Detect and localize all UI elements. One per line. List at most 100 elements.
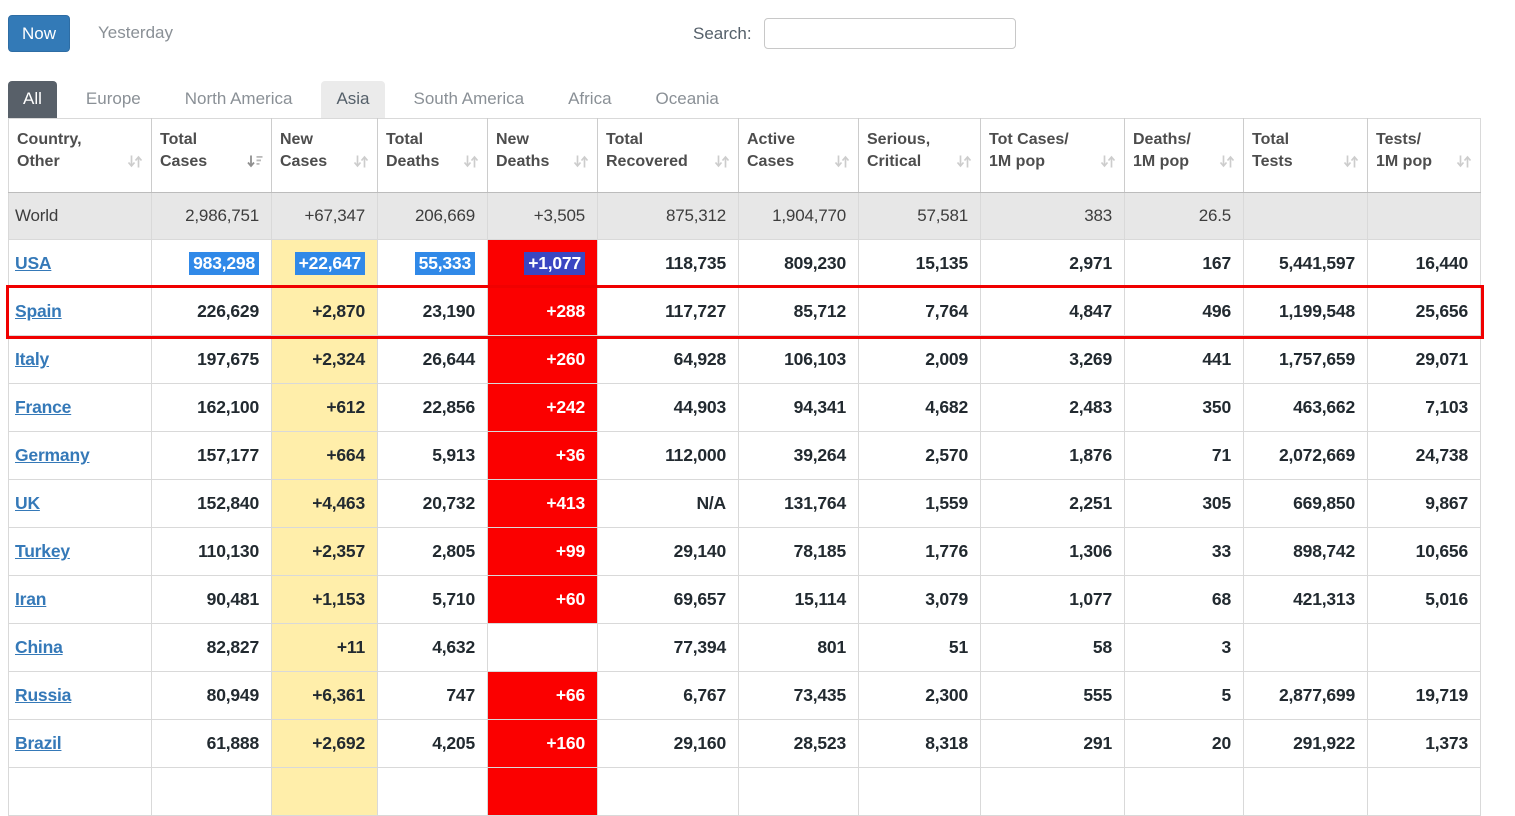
tab-oceania[interactable]: Oceania xyxy=(655,89,719,108)
cell-value: 110,130 xyxy=(198,541,259,561)
cell-value: 22,856 xyxy=(422,397,476,417)
column-header-new_cases[interactable]: New Cases xyxy=(271,118,378,193)
column-header-tests_1m[interactable]: Tests/1M pop xyxy=(1367,118,1481,193)
cell-deaths_1m: 33 xyxy=(1124,527,1244,576)
now-button[interactable]: Now xyxy=(8,15,70,52)
country-link-spain[interactable]: Spain xyxy=(15,301,62,321)
cell-value: 383 xyxy=(1084,206,1112,225)
cell-total_recovered: 29,140 xyxy=(597,527,739,576)
cell-value: +60 xyxy=(555,589,585,609)
cell-value: 2,483 xyxy=(1069,397,1112,417)
country-link-france[interactable]: France xyxy=(15,397,72,417)
cell-country: Spain xyxy=(8,287,152,336)
table-row-turkey: Turkey 110,130 +2,357 2,805 +99 29,140 78,185 1… xyxy=(8,527,1481,576)
cell-value: 2,009 xyxy=(925,349,968,369)
cell-value: 5 xyxy=(1221,685,1231,705)
country-link-italy[interactable]: Italy xyxy=(15,349,50,369)
column-header-cases_1m[interactable]: Tot Cases/1M pop xyxy=(980,118,1125,193)
cell-value: 78,185 xyxy=(793,541,847,561)
cell-value: 2,300 xyxy=(925,685,968,705)
cell-value: 2,570 xyxy=(925,445,968,465)
cell-total_cases: 162,100 xyxy=(151,383,272,432)
cell-total_cases: 80,949 xyxy=(151,671,272,720)
cell-total_cases: 152,840 xyxy=(151,479,272,528)
cell-value: 291,922 xyxy=(1293,733,1355,753)
cell-active_cases: 15,114 xyxy=(738,575,859,624)
tab-africa[interactable]: Africa xyxy=(568,89,612,108)
tab-all[interactable]: All xyxy=(8,81,57,118)
column-header-total_deaths[interactable]: Total Deaths xyxy=(377,118,488,193)
cell-value: 28,523 xyxy=(793,733,847,753)
country-link-usa[interactable]: USA xyxy=(15,253,52,273)
country-link-germany[interactable]: Germany xyxy=(15,445,90,465)
cell-deaths_1m: 305 xyxy=(1124,479,1244,528)
cell-value: 669,850 xyxy=(1293,493,1355,513)
column-label: Critical xyxy=(867,152,922,170)
country-link-russia[interactable]: Russia xyxy=(15,685,72,705)
column-header-serious_critical[interactable]: Serious, Critical xyxy=(858,118,981,193)
column-header-active_cases[interactable]: Active Cases xyxy=(738,118,859,193)
cell-new_cases: +67,347 xyxy=(271,192,378,240)
column-header-total_tests[interactable]: Total Tests xyxy=(1243,118,1368,193)
cell-total_tests xyxy=(1243,192,1368,240)
column-header-new_deaths[interactable]: New Deaths xyxy=(487,118,598,193)
column-header-total_recovered[interactable]: Total Recovered xyxy=(597,118,739,193)
cell-total_tests: 463,662 xyxy=(1243,383,1368,432)
cell-value: 20,732 xyxy=(422,493,476,513)
tab-asia[interactable]: Asia xyxy=(321,81,385,118)
cell-value: +4,463 xyxy=(312,493,365,513)
cell-value: 291 xyxy=(1083,733,1112,753)
cell-tests_1m: 25,656 xyxy=(1367,287,1481,336)
column-header-country[interactable]: Country, Other xyxy=(8,118,152,193)
column-label: Total xyxy=(160,131,198,148)
cell-value: 875,312 xyxy=(665,206,726,225)
sort-icon xyxy=(1456,155,1472,168)
cell-new_cases: +11 xyxy=(271,623,378,672)
tab-europe[interactable]: Europe xyxy=(85,89,141,108)
cell-total_deaths: 20,732 xyxy=(377,479,488,528)
country-link-china[interactable]: China xyxy=(15,637,63,657)
cell-new_cases: +1,153 xyxy=(271,575,378,624)
cell-value: 106,103 xyxy=(784,349,846,369)
country-link-iran[interactable]: Iran xyxy=(15,589,47,609)
table-row-france: France 162,100 +612 22,856 +242 44,903 94,341 4… xyxy=(8,383,1481,432)
cell-total_cases: 90,481 xyxy=(151,575,272,624)
country-link-brazil[interactable]: Brazil xyxy=(15,733,62,753)
cell-active_cases: 28,523 xyxy=(738,719,859,768)
cell-active_cases: 131,764 xyxy=(738,479,859,528)
cell-active_cases: 73,435 xyxy=(738,671,859,720)
search-input[interactable] xyxy=(763,18,1016,49)
cell-tests_1m: 5,016 xyxy=(1367,575,1481,624)
country-link-uk[interactable]: UK xyxy=(15,493,40,513)
cell-total_cases: 157,177 xyxy=(151,431,272,480)
cell-active_cases: 85,712 xyxy=(738,287,859,336)
cell-new_cases: +2,870 xyxy=(271,287,378,336)
tab-south-america[interactable]: South America xyxy=(413,89,525,108)
cell-value: 77,394 xyxy=(673,637,727,657)
cell-total_deaths: 2,805 xyxy=(377,527,488,576)
column-header-deaths_1m[interactable]: Deaths/1M pop xyxy=(1124,118,1244,193)
cell-serious_critical: 1,776 xyxy=(858,527,981,576)
column-header-total_cases[interactable]: Total Cases xyxy=(151,118,272,193)
sort-icon xyxy=(353,155,369,168)
yesterday-button[interactable]: Yesterday xyxy=(92,22,179,44)
column-label: Cases xyxy=(160,152,208,170)
cell-value: 4,682 xyxy=(925,397,968,417)
cell-total_deaths: 5,913 xyxy=(377,431,488,480)
country-link-turkey[interactable]: Turkey xyxy=(15,541,70,561)
cell-value: 5,441,597 xyxy=(1278,253,1355,273)
cell-value: 6,767 xyxy=(683,685,726,705)
cell-value: +242 xyxy=(546,397,585,417)
cell-value: 5,913 xyxy=(432,445,475,465)
cell-deaths_1m: 3 xyxy=(1124,623,1244,672)
cell-active_cases: 801 xyxy=(738,623,859,672)
tab-north-america[interactable]: North America xyxy=(184,89,293,108)
sort-icon xyxy=(127,155,143,168)
cell-value: 29,071 xyxy=(1415,349,1469,369)
cell-active_cases: 1,904,770 xyxy=(738,192,859,240)
cell-value: 441 xyxy=(1202,349,1231,369)
cell-total_recovered: 69,657 xyxy=(597,575,739,624)
cell-value: 2,877,699 xyxy=(1278,685,1355,705)
cell-serious_critical: 4,682 xyxy=(858,383,981,432)
cell-value: 421,313 xyxy=(1293,589,1355,609)
